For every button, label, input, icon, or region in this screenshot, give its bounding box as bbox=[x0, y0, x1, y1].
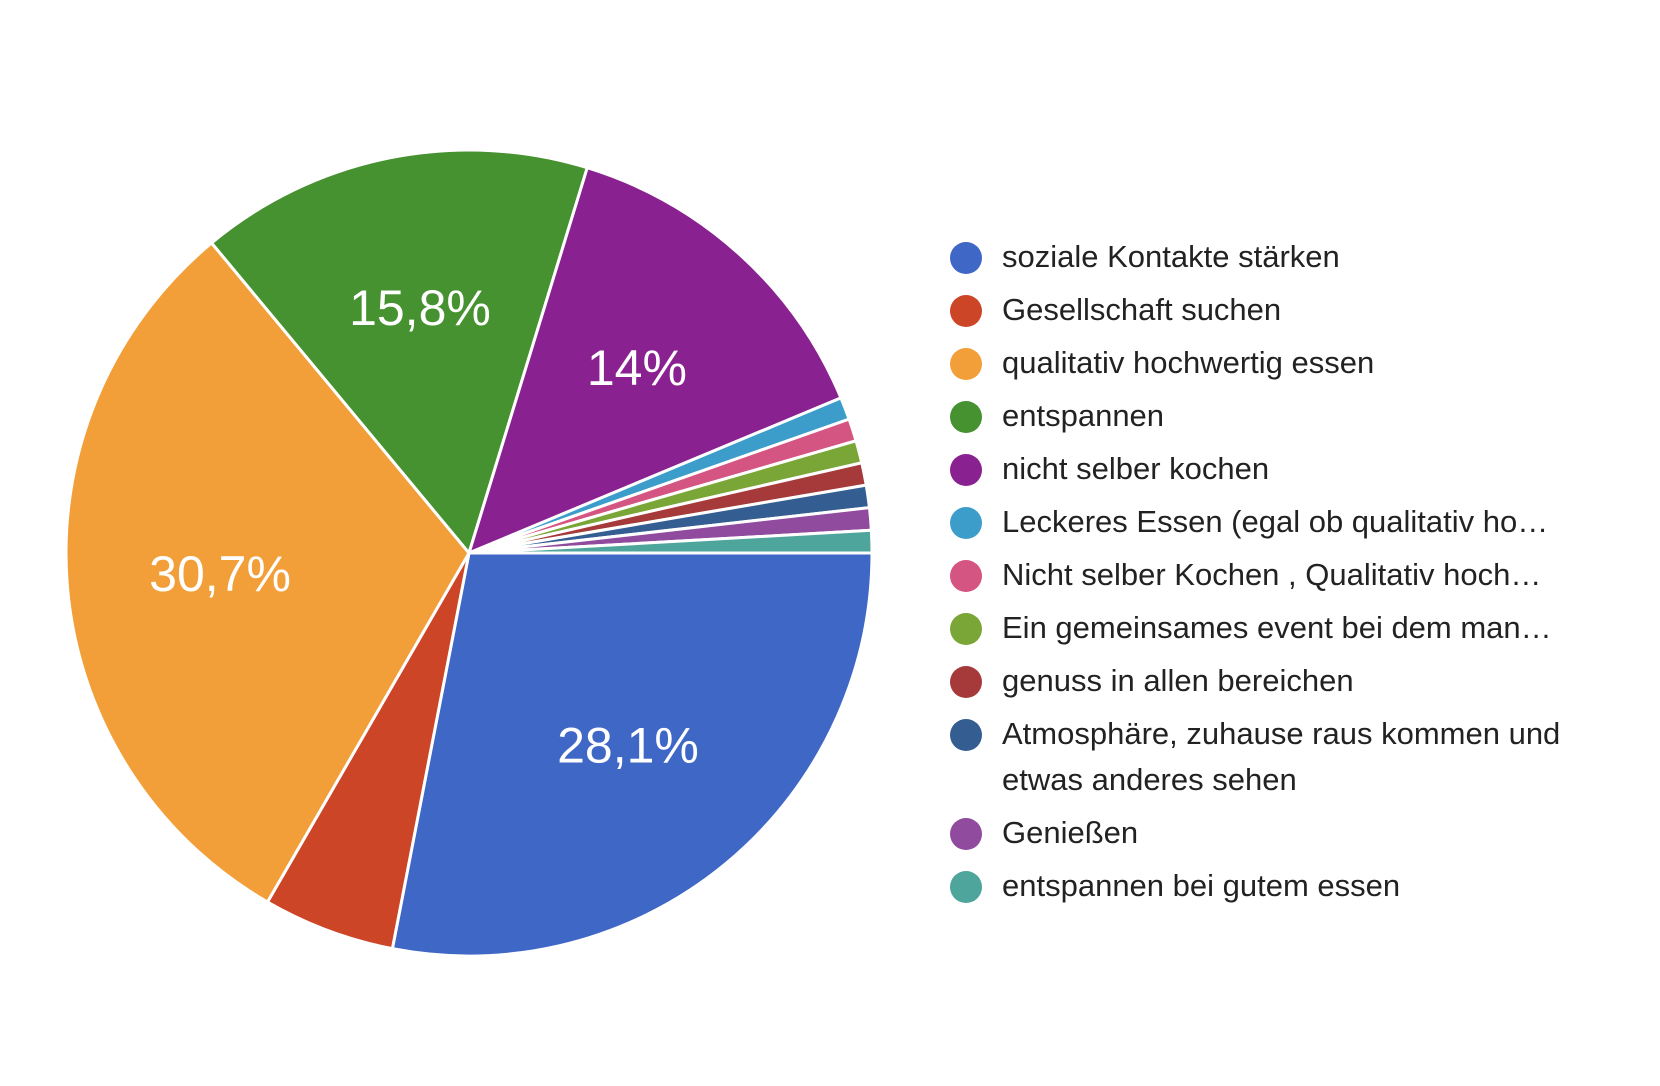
legend-color-dot bbox=[950, 242, 982, 274]
legend-item: qualitativ hochwertig essen bbox=[950, 340, 1640, 386]
legend-color-dot bbox=[950, 613, 982, 645]
legend-label: entspannen bbox=[1002, 398, 1165, 433]
legend-label: nicht selber kochen bbox=[1002, 451, 1270, 486]
legend-label: Leckeres Essen (egal ob qualitativ ho… bbox=[1002, 504, 1549, 539]
legend-item: soziale Kontakte stärken bbox=[950, 234, 1640, 280]
legend-color-dot bbox=[950, 666, 982, 698]
slice-value-label-3: 15,8% bbox=[349, 280, 491, 336]
legend-label: Gesellschaft suchen bbox=[1002, 292, 1282, 327]
legend-item: entspannen bbox=[950, 393, 1640, 439]
slice-value-label-2: 30,7% bbox=[149, 546, 291, 602]
legend-label: Genießen bbox=[1002, 815, 1139, 850]
legend-label: genuss in allen bereichen bbox=[1002, 663, 1354, 698]
legend-color-dot bbox=[950, 507, 982, 539]
legend-color-dot bbox=[950, 560, 982, 592]
legend-color-dot bbox=[950, 871, 982, 903]
legend-item: nicht selber kochen bbox=[950, 446, 1640, 492]
slice-value-label-4: 14% bbox=[587, 340, 687, 396]
legend-label: Atmosphäre, zuhause raus kommen und etwa… bbox=[1002, 716, 1561, 797]
pie-slice-4 bbox=[466, 165, 843, 556]
pie-slice-1 bbox=[265, 552, 471, 951]
legend-color-dot bbox=[950, 454, 982, 486]
legend-color-dot bbox=[950, 719, 982, 751]
slice-value-label-0: 28,1% bbox=[557, 718, 699, 774]
legend-item: Leckeres Essen (egal ob qualitativ ho… bbox=[950, 499, 1640, 545]
pie-slice-0 bbox=[390, 551, 874, 958]
pie-slice-11 bbox=[468, 528, 874, 555]
legend-label: soziale Kontakte stärken bbox=[1002, 239, 1340, 274]
legend: soziale Kontakte stärken Gesellschaft suc… bbox=[950, 234, 1640, 916]
legend-item: Atmosphäre, zuhause raus kommen und etwa… bbox=[950, 711, 1640, 803]
legend-label: Ein gemeinsames event bei dem man… bbox=[1002, 610, 1552, 645]
legend-item: Ein gemeinsames event bei dem man… bbox=[950, 605, 1640, 651]
legend-item: Nicht selber Kochen , Qualitativ hoch… bbox=[950, 552, 1640, 598]
legend-label: Nicht selber Kochen , Qualitativ hoch… bbox=[1002, 557, 1542, 592]
legend-color-dot bbox=[950, 818, 982, 850]
pie-slice-3 bbox=[209, 148, 590, 557]
legend-item: Gesellschaft suchen bbox=[950, 287, 1640, 333]
legend-label: entspannen bei gutem essen bbox=[1002, 868, 1401, 903]
legend-color-dot bbox=[950, 401, 982, 433]
legend-item: entspannen bei gutem essen bbox=[950, 863, 1640, 909]
legend-color-dot bbox=[950, 348, 982, 380]
legend-item: Genießen bbox=[950, 810, 1640, 856]
legend-color-dot bbox=[950, 295, 982, 327]
pie-slice-2 bbox=[64, 240, 471, 905]
legend-label: qualitativ hochwertig essen bbox=[1002, 345, 1375, 380]
legend-item: genuss in allen bereichen bbox=[950, 658, 1640, 704]
